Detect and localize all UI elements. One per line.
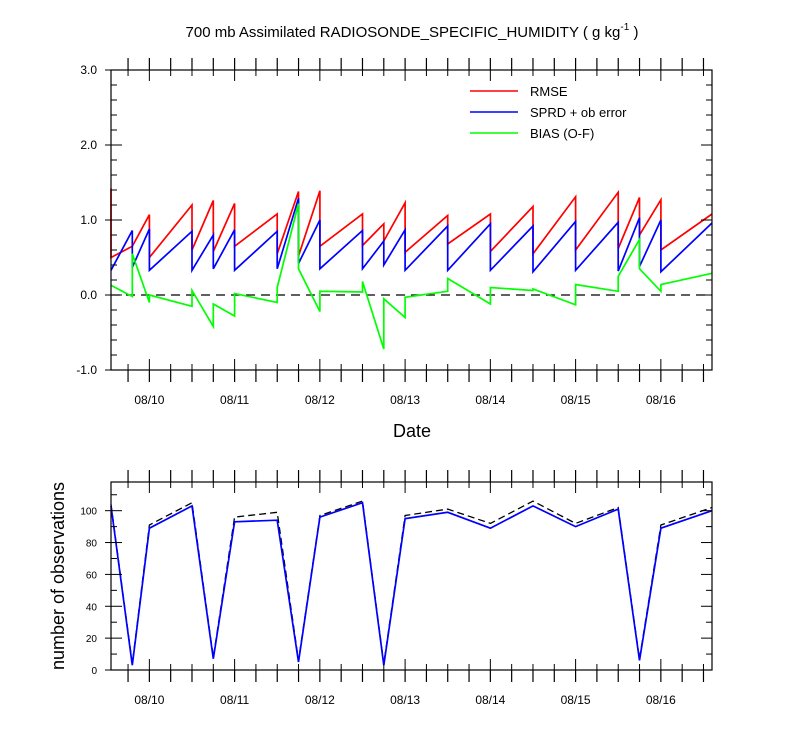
bottom-y-ticks: 0 20 40 60 80 100 <box>80 494 712 677</box>
x-tick-label: 08/15 <box>561 693 591 707</box>
x-tick-label: 08/16 <box>646 693 676 707</box>
x-tick-label: 08/11 <box>220 693 249 707</box>
x-tick-label: 08/13 <box>390 693 420 707</box>
legend-label-bias: BIAS (O-F) <box>530 126 594 141</box>
x-tick-label: 08/12 <box>305 693 335 707</box>
series-line-sprd-ob-error <box>110 198 713 275</box>
legend: RMSE SPRD + ob error BIAS (O-F) <box>470 84 627 141</box>
top-x-ticks: 08/10 08/11 08/12 08/13 08/14 08/15 08/16 <box>127 58 705 407</box>
y-tick-label: 0 <box>91 666 97 677</box>
x-tick-label: 08/10 <box>134 693 164 707</box>
top-plot: 08/10 08/11 08/12 08/13 08/14 08/15 08/16 -1.0… <box>76 58 713 441</box>
y-tick-label: 80 <box>86 539 98 550</box>
x-tick-label: 08/11 <box>220 393 249 407</box>
chart-title: 700 mb Assimilated RADIOSONDE_SPECIFIC_H… <box>186 22 639 41</box>
y-tick-label: 3.0 <box>80 63 97 77</box>
bottom-plot-series <box>110 500 713 666</box>
y-tick-label: 100 <box>80 507 97 518</box>
series-line-observations-solid <box>110 501 713 666</box>
series-line-observations-dashed <box>110 500 713 664</box>
title-end: ) <box>629 24 638 41</box>
y-tick-label: 60 <box>86 570 98 581</box>
title-superscript: -1 <box>620 22 629 33</box>
x-tick-label: 08/13 <box>390 393 420 407</box>
bottom-plot: 08/10 08/11 08/12 08/13 08/14 08/15 08/16 0 20 4… <box>48 470 713 707</box>
top-plot-series <box>110 188 713 350</box>
x-tick-label: 08/12 <box>305 393 335 407</box>
x-tick-label: 08/10 <box>134 393 164 407</box>
legend-label-rmse: RMSE <box>530 84 568 99</box>
legend-label-sprd: SPRD + ob error <box>530 105 627 120</box>
y-tick-label: 20 <box>86 634 98 645</box>
x-tick-label: 08/15 <box>561 393 591 407</box>
y-tick-label: 40 <box>86 602 98 613</box>
x-tick-label: 08/16 <box>646 393 676 407</box>
y-tick-label: 1.0 <box>80 213 97 227</box>
bottom-plot-frame <box>110 481 713 671</box>
y-tick-label: 2.0 <box>80 138 97 152</box>
top-y-ticks: -1.0 0.0 1.0 2.0 3.0 <box>76 63 712 377</box>
y-tick-label: 0.0 <box>80 288 97 302</box>
bottom-x-ticks: 08/10 08/11 08/12 08/13 08/14 08/15 08/16 <box>127 470 705 707</box>
y-tick-label: -1.0 <box>76 363 97 377</box>
y-axis-title: number of observations <box>48 482 68 670</box>
x-axis-title: Date <box>393 421 431 441</box>
series-line-bias-o-f <box>110 203 713 350</box>
series-line-rmse <box>110 188 713 260</box>
x-tick-label: 08/14 <box>475 693 505 707</box>
x-tick-label: 08/14 <box>475 393 505 407</box>
